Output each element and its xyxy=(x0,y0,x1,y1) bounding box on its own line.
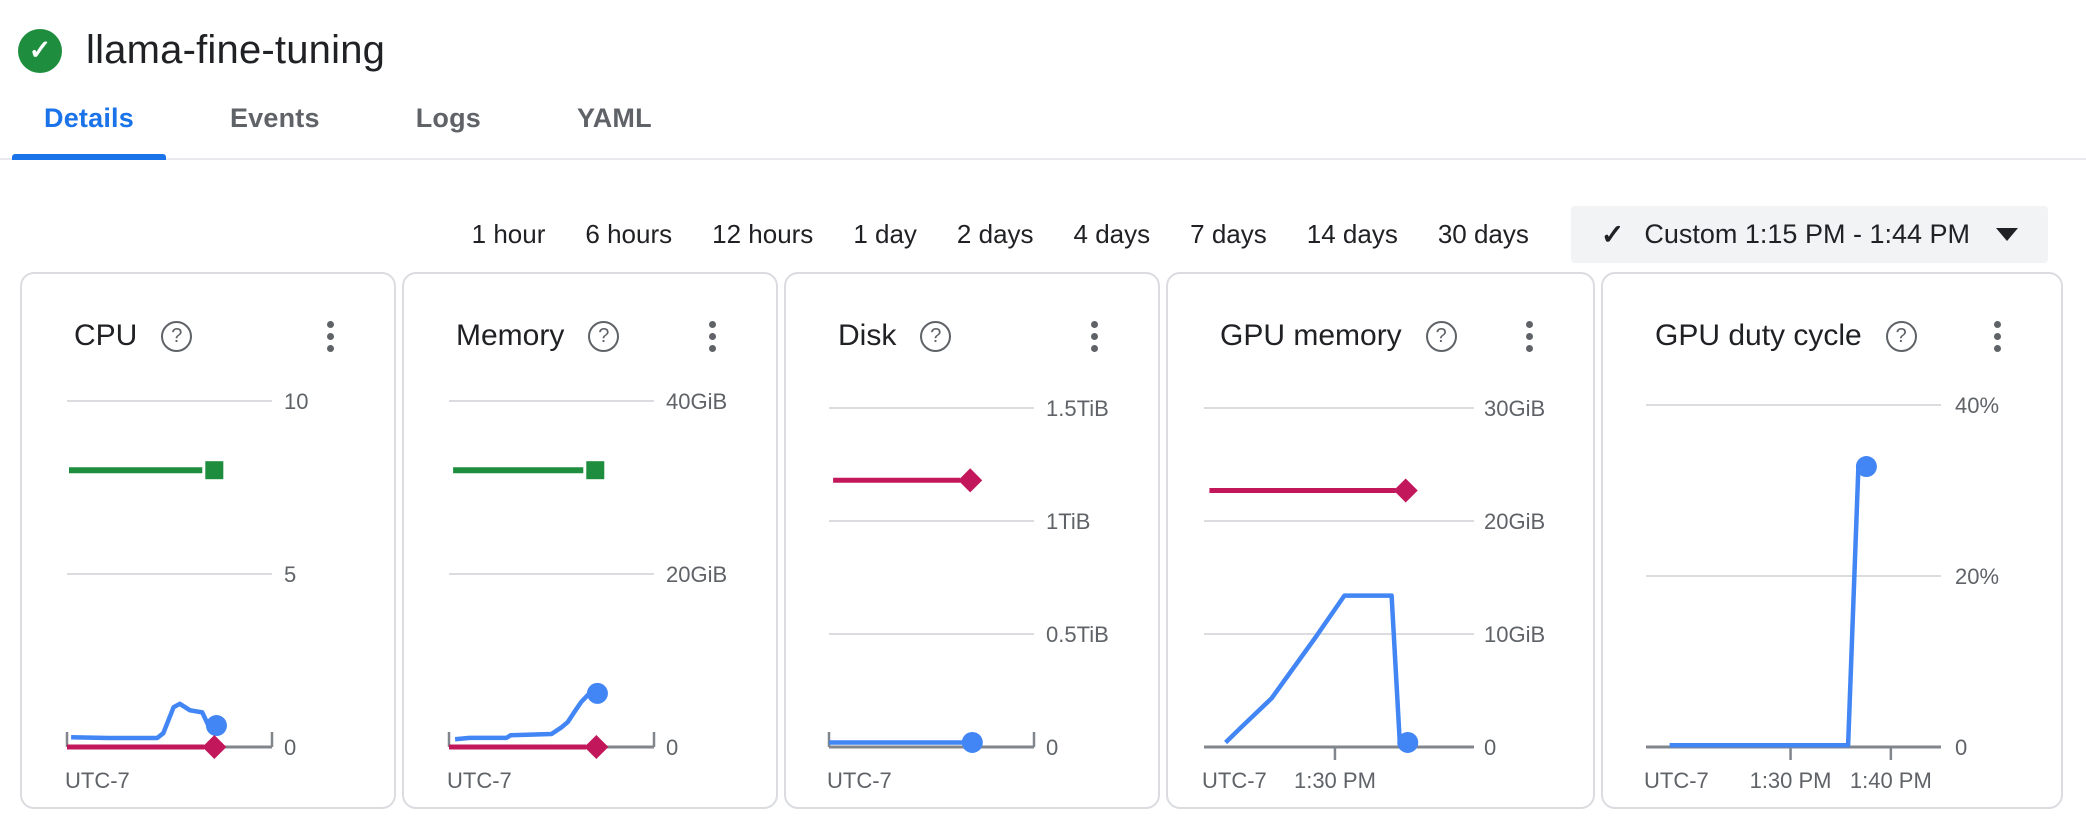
card-header: Disk ? xyxy=(786,274,1158,358)
y-axis-label: 20GiB xyxy=(666,562,727,587)
y-axis-label: 40% xyxy=(1955,393,1999,418)
disk-chart: 1.5TiB 1TiB 0.5TiB 0 UTC-7 xyxy=(827,396,1109,793)
gpu-duty-cycle-used-line xyxy=(1669,466,1861,748)
disk-card-title: Disk xyxy=(838,319,897,352)
cpu-chart-host: 10 5 0 UTC-7 xyxy=(22,364,394,812)
y-axis-label: 5 xyxy=(284,562,296,587)
disk-used-marker xyxy=(961,731,983,753)
y-axis-label: 20GiB xyxy=(1484,509,1545,534)
card-memory: Memory ? 40GiB 20GiB 0 UTC-7 xyxy=(402,272,778,809)
tab-logs[interactable]: Logs xyxy=(415,103,481,133)
page-title: llama-fine-tuning xyxy=(86,28,386,72)
card-header: GPU memory ? xyxy=(1168,274,1593,358)
time-range-7-days[interactable]: 7 days xyxy=(1190,219,1267,249)
y-axis-zero-label: 0 xyxy=(1484,735,1496,760)
help-icon[interactable]: ? xyxy=(588,320,620,352)
card-gpu-duty-cycle: GPU duty cycle ? 40% 20% 0 UTC-7 1:30 PM 1:40… xyxy=(1601,272,2063,809)
x-axis-label: UTC-7 xyxy=(1644,768,1709,793)
cpu-chart: 10 5 0 UTC-7 xyxy=(65,389,308,793)
more-menu-icon[interactable] xyxy=(705,317,720,356)
help-icon[interactable]: ? xyxy=(1885,320,1917,352)
card-cpu: CPU ? 10 5 0 UTC-7 xyxy=(20,272,396,809)
cpu-card-title: CPU xyxy=(74,319,138,352)
page-header: ✓ llama-fine-tuning xyxy=(0,0,2086,73)
time-range-30-days[interactable]: 30 days xyxy=(1437,219,1529,249)
y-axis-label: 1.5TiB xyxy=(1046,396,1109,421)
y-axis-label: 0.5TiB xyxy=(1046,622,1109,647)
dropdown-arrow-icon xyxy=(1996,228,2018,241)
time-range-1-hour[interactable]: 1 hour xyxy=(471,219,546,249)
y-axis-label: 20% xyxy=(1955,564,1999,589)
gpu-memory-used-line xyxy=(1224,593,1403,745)
gpu-duty-cycle-chart-host: 40% 20% 0 UTC-7 1:30 PM 1:40 PM xyxy=(1603,364,2061,812)
gpu-duty-cycle-used-marker xyxy=(1855,456,1877,478)
x-axis-label: 1:40 PM xyxy=(1850,768,1932,793)
more-menu-icon[interactable] xyxy=(1990,317,2005,356)
memory-limit-marker xyxy=(586,461,605,480)
time-range-2-days[interactable]: 2 days xyxy=(956,219,1034,249)
card-disk: Disk ? 1.5TiB 1TiB 0.5TiB 0 UTC-7 xyxy=(784,272,1160,809)
memory-chart-host: 40GiB 20GiB 0 UTC-7 xyxy=(404,364,776,812)
tab-bar: Details Events Logs YAML xyxy=(0,103,2086,160)
x-axis-label: 1:30 PM xyxy=(1750,768,1832,793)
card-header: GPU duty cycle ? xyxy=(1603,274,2061,358)
cpu-requested-marker xyxy=(202,734,227,760)
status-ok-icon: ✓ xyxy=(18,28,62,73)
y-axis-zero-label: 0 xyxy=(1955,735,1967,760)
gpu-memory-chart-host: 30GiB 20GiB 10GiB 0 UTC-7 1:30 PM xyxy=(1168,364,1593,812)
y-axis-zero-label: 0 xyxy=(1046,735,1058,760)
more-menu-icon[interactable] xyxy=(323,317,338,356)
time-range-4-days[interactable]: 4 days xyxy=(1073,219,1151,249)
x-axis-label: UTC-7 xyxy=(1202,768,1267,793)
cpu-used-line xyxy=(71,701,211,741)
y-axis-zero-label: 0 xyxy=(284,735,296,760)
y-axis-label: 30GiB xyxy=(1484,396,1545,421)
cpu-limit-marker xyxy=(205,461,224,480)
cpu-used-marker xyxy=(205,715,227,737)
tab-yaml[interactable]: YAML xyxy=(577,103,652,133)
tab-details[interactable]: Details xyxy=(12,103,166,160)
metric-cards: CPU ? 10 5 0 UTC-7 Memory ? 40GiB 20GiB 0 UTC-… xyxy=(20,272,2086,809)
time-range-bar: 1 hour 6 hours 12 hours 1 day 2 days 4 d… xyxy=(0,206,2086,263)
y-axis-label: 10 xyxy=(284,389,308,414)
memory-used-line xyxy=(454,691,592,742)
time-range-1-day[interactable]: 1 day xyxy=(853,219,917,249)
gpu-memory-chart: 30GiB 20GiB 10GiB 0 UTC-7 1:30 PM xyxy=(1202,396,1545,793)
gpu-memory-limit-marker xyxy=(1393,478,1418,503)
gpu-duty-cycle-card-title: GPU duty cycle xyxy=(1655,319,1862,352)
card-gpu-memory: GPU memory ? 30GiB 20GiB 10GiB 0 UTC-7 1:30 P… xyxy=(1166,272,1595,809)
help-icon[interactable]: ? xyxy=(1425,320,1457,352)
disk-chart-host: 1.5TiB 1TiB 0.5TiB 0 UTC-7 xyxy=(786,364,1158,812)
x-axis-label: UTC-7 xyxy=(827,768,892,793)
tab-events[interactable]: Events xyxy=(229,103,320,133)
help-icon[interactable]: ? xyxy=(920,320,952,352)
card-header: CPU ? xyxy=(22,274,394,358)
checkmark-icon: ✓ xyxy=(1600,219,1625,250)
memory-card-title: Memory xyxy=(456,319,565,352)
disk-limit-marker xyxy=(958,468,983,493)
x-axis-label: 1:30 PM xyxy=(1294,768,1376,793)
x-axis-label: UTC-7 xyxy=(447,768,512,793)
gpu-memory-card-title: GPU memory xyxy=(1220,319,1402,352)
gpu-duty-cycle-chart: 40% 20% 0 UTC-7 1:30 PM 1:40 PM xyxy=(1644,393,1999,793)
memory-requested-marker xyxy=(584,734,609,760)
time-range-12-hours[interactable]: 12 hours xyxy=(712,219,814,249)
custom-range-label: Custom 1:15 PM - 1:44 PM xyxy=(1644,219,1970,249)
custom-range-chip[interactable]: ✓ Custom 1:15 PM - 1:44 PM xyxy=(1570,206,2048,263)
memory-chart: 40GiB 20GiB 0 UTC-7 xyxy=(447,389,727,793)
more-menu-icon[interactable] xyxy=(1087,317,1102,356)
time-range-14-days[interactable]: 14 days xyxy=(1306,219,1398,249)
card-header: Memory ? xyxy=(404,274,776,358)
more-menu-icon[interactable] xyxy=(1522,317,1537,356)
y-axis-label: 1TiB xyxy=(1046,509,1090,534)
memory-used-marker xyxy=(586,682,608,704)
gpu-memory-used-marker xyxy=(1397,731,1419,753)
y-axis-label: 10GiB xyxy=(1484,622,1545,647)
y-axis-zero-label: 0 xyxy=(666,735,678,760)
x-axis-label: UTC-7 xyxy=(65,768,130,793)
y-axis-label: 40GiB xyxy=(666,389,727,414)
time-range-6-hours[interactable]: 6 hours xyxy=(585,219,673,249)
help-icon[interactable]: ? xyxy=(161,320,193,352)
